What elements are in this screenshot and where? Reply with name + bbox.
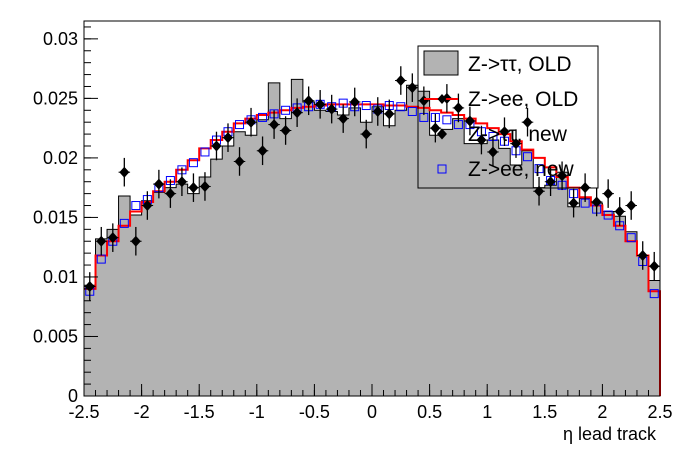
x-tick-label: 2.5 [647, 402, 672, 422]
ztautau-new-point [614, 205, 625, 217]
ztautau-new-point [303, 95, 314, 107]
plot-area [83, 66, 661, 397]
zee-new-point [626, 233, 636, 243]
zee-new-point [534, 164, 544, 174]
ztautau-new-point [464, 115, 475, 127]
ztautau-new-point [257, 145, 268, 157]
y-tick-label: 0.02 [43, 148, 78, 168]
zee-new-point [235, 120, 245, 130]
x-tick-label: -1 [249, 402, 265, 422]
ztautau-new-point [349, 96, 360, 108]
ztautau-new-point [591, 196, 602, 208]
x-tick-label: -2.5 [68, 402, 99, 422]
ztautau-new-point [361, 128, 372, 140]
ztautau-new-point [407, 82, 418, 94]
x-axis-title: η lead track [563, 424, 657, 444]
ztautau-new-point [637, 250, 648, 262]
zee-new-point [407, 106, 417, 116]
legend-label: Z->ee, new [468, 158, 574, 181]
zee-new-point [281, 105, 291, 115]
ztautau-new-point [199, 180, 210, 192]
ztautau-new-point [246, 116, 257, 128]
ztautau-new-point [188, 182, 199, 194]
ztautau-new-point [326, 103, 337, 115]
y-tick-label: 0.015 [33, 207, 78, 227]
zee-new-point [119, 218, 129, 228]
zee-new-point [649, 289, 659, 299]
zee-new-point [396, 102, 406, 112]
ztautau-new-point [476, 134, 487, 146]
zee-new-point [131, 201, 141, 211]
x-tick-label: 0 [367, 402, 377, 422]
ztautau-new-point [557, 170, 568, 182]
ztautau-new-point [511, 138, 521, 150]
ztautau-new-point [430, 122, 441, 134]
x-tick-label: -1.5 [184, 402, 215, 422]
ztautau-new-point [234, 155, 245, 167]
ztautau-new-point [603, 188, 614, 200]
y-tick-label: 0.005 [33, 326, 78, 346]
legend-marker-zee-old-diamond [437, 94, 447, 104]
zee-new-point [603, 210, 613, 220]
ztautau-new-point [372, 105, 383, 117]
x-tick-label: 1 [482, 402, 492, 422]
x-tick-label: 2 [597, 402, 607, 422]
zee-new-point [361, 101, 371, 111]
legend-marker-ztautau-new [437, 128, 447, 140]
ztautau-new-point [153, 178, 164, 190]
ztautau-new-point [119, 166, 130, 178]
ztautau-new-point [292, 107, 303, 119]
zee-new-point [258, 112, 268, 122]
ztautau-new-point [338, 113, 349, 125]
legend-label: Z->ττ, OLD [468, 53, 572, 76]
legend: Z->ττ, OLD Z->ee, OLD Z->ττ, new Z->ee, new [417, 45, 599, 189]
legend-marker-ztautau-old [423, 50, 459, 76]
ztautau-new-point [626, 200, 637, 212]
y-tick-label: 0.03 [43, 29, 78, 49]
ztautau-new-point [176, 176, 187, 188]
x-tick-label: -2 [134, 402, 150, 422]
y-tick-label: 0.01 [43, 267, 78, 287]
ztautau-new-point [453, 102, 464, 114]
ztautau-new-point [211, 140, 222, 152]
ztautau-new-point [130, 235, 141, 247]
ztautau-new-point [384, 108, 395, 120]
x-tick-label: 1.5 [532, 402, 557, 422]
legend-label: Z->ττ, new [468, 123, 568, 146]
legend-marker-zee-new [437, 164, 447, 174]
legend-label: Z->ee, OLD [468, 88, 578, 111]
ztautau-new-point [96, 235, 107, 247]
ztautau-new-point [165, 188, 176, 200]
legend-box [417, 45, 599, 189]
ztautau-new-point [545, 176, 556, 188]
y-tick-label: 0 [68, 386, 78, 406]
zee-new-point [200, 147, 210, 157]
ztautau-new-point [568, 197, 579, 209]
series-ztautau-old-histogram [83, 78, 661, 397]
x-tick-label: -0.5 [299, 402, 330, 422]
ztautau-new-point [142, 200, 153, 212]
ztautau-new-point [315, 98, 326, 110]
ztautau-new-point [280, 125, 291, 137]
ztautau-new-point [269, 119, 280, 131]
zee-new-point [188, 158, 198, 168]
ztautau-new-point [395, 75, 406, 87]
ztautau-new-point [107, 232, 118, 244]
ztautau-new-point [223, 132, 233, 144]
x-tick-label: 0.5 [417, 402, 442, 422]
ztautau-new-point [487, 146, 498, 158]
zee-new-point [523, 152, 533, 162]
axes: -2.5 -2 -1.5 -1 -0.5 0 0.5 1 1.5 2 2.5 0 0.005 0.01 0.… [33, 26, 673, 422]
zee-new-point [442, 115, 452, 125]
ztautau-new-point [649, 260, 660, 272]
y-tick-label: 0.025 [33, 88, 78, 108]
ztautau-new-point [499, 126, 510, 138]
ztautau-new-point [522, 116, 533, 128]
